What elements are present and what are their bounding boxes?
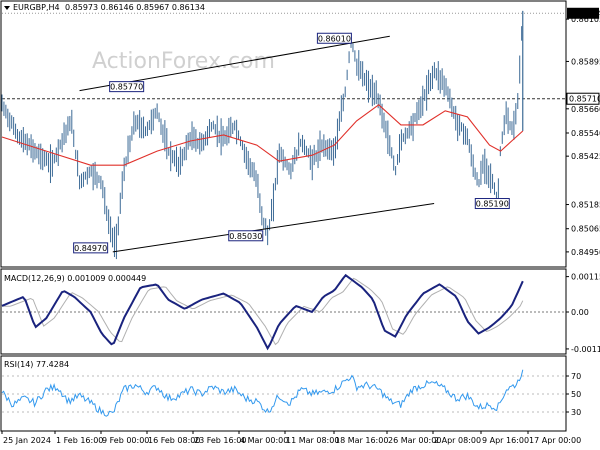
rsi-line-layer <box>1 369 566 417</box>
x-axis-label: 18 Mar 16:00 <box>335 436 388 445</box>
macd-axis-label: -0.001196 <box>571 345 600 354</box>
reference-label: 0.85710 <box>569 95 600 104</box>
last-price-label: 0.86134 <box>569 9 600 18</box>
price-panel-frame <box>0 0 567 268</box>
macd-lines-layer <box>1 273 524 351</box>
x-axis-label: 11 Mar 08:00 <box>286 436 339 445</box>
symbol-label: EURGBP,H4 <box>13 3 60 12</box>
trend-line-lower <box>112 203 435 253</box>
price-axis-label: 0.86105 <box>571 15 600 24</box>
price-label: 0.85030 <box>229 232 262 241</box>
price-header: EURGBP,H4 0.85973 0.86146 0.85967 0.8613… <box>4 3 205 12</box>
macd-axis: 0.001152 0.00 -0.001196 <box>566 273 600 354</box>
rsi-line <box>1 369 524 417</box>
price-label-box <box>316 32 352 44</box>
rsi-axis: 70 50 30 <box>566 372 581 417</box>
moving-average-layer <box>1 104 524 166</box>
price-label-box <box>109 81 145 93</box>
price-label: 0.85770 <box>110 83 143 92</box>
price-labels-layer: 0.84970 0.85770 0.85030 0.86010 0.85190 <box>73 32 510 254</box>
x-axis-label: 17 Apr 00:00 <box>529 436 581 445</box>
last-price-badge <box>567 7 599 19</box>
reference-badge <box>566 92 600 105</box>
macd-axis-label: 0.00 <box>571 308 589 317</box>
ohlc-label: 0.85973 0.86146 0.85967 0.86134 <box>65 3 205 12</box>
price-bars-layer <box>1 10 524 260</box>
price-label-box <box>228 230 264 242</box>
rsi-axis-label: 50 <box>571 390 581 399</box>
price-label: 0.85190 <box>476 200 509 209</box>
x-axis-label: 4 Mar 00:00 <box>240 436 288 445</box>
macd-line <box>1 273 524 351</box>
price-axis-label: 0.85185 <box>571 201 600 210</box>
macd-signal-line <box>2 277 524 346</box>
price-label-box <box>73 242 109 254</box>
rsi-header: RSI(14) 77.4284 <box>4 360 69 369</box>
dropdown-icon <box>4 6 10 10</box>
price-axis-label: 0.85065 <box>571 225 600 234</box>
price-label-box <box>474 198 510 210</box>
price-label: 0.86010 <box>318 34 351 43</box>
macd-axis-label: 0.001152 <box>571 273 600 282</box>
x-axis-label: 1 Feb 16:00 <box>56 436 103 445</box>
x-axis-label: 25 Jan 2024 <box>3 436 51 445</box>
price-reference-layer <box>2 12 566 100</box>
x-axis-label: 26 Mar 00:00 <box>388 436 441 445</box>
price-axis-label: 0.85895 <box>571 57 600 66</box>
x-axis-label: 9 Apr 16:00 <box>482 436 529 445</box>
x-axis-label: 9 Feb 00:00 <box>102 436 149 445</box>
rsi-axis-label: 70 <box>571 372 581 381</box>
x-axis-label: 23 Feb 16:00 <box>194 436 246 445</box>
price-axis-label: 0.85425 <box>571 152 600 161</box>
x-axis-label: 16 Feb 08:00 <box>148 436 200 445</box>
macd-header: MACD(12,26,9) 0.001009 0.000449 <box>4 274 146 283</box>
x-axis-label: 2 Apr 08:00 <box>434 436 481 445</box>
price-label: 0.84970 <box>74 244 107 253</box>
moving-average-line <box>1 104 524 166</box>
rsi-axis-label: 30 <box>571 408 581 417</box>
